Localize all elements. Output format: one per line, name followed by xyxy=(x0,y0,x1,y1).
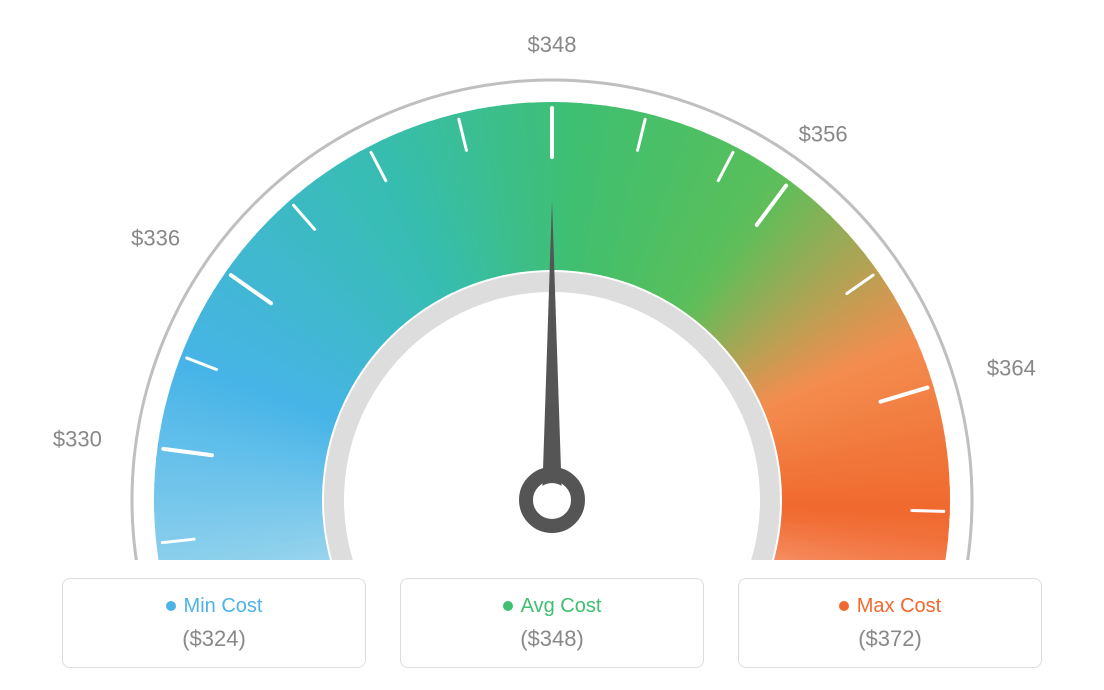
legend-title-min: Min Cost xyxy=(184,595,263,618)
legend-value-avg: ($348) xyxy=(520,626,584,652)
legend-value-max: ($372) xyxy=(858,626,922,652)
legend-dot-avg xyxy=(503,601,513,611)
gauge-tick-label: $348 xyxy=(528,32,577,57)
gauge-tick-label: $356 xyxy=(799,122,848,147)
gauge-tick-label: $364 xyxy=(987,356,1036,381)
legend-top-avg: Avg Cost xyxy=(503,595,602,618)
legend-title-avg: Avg Cost xyxy=(521,595,602,618)
legend-row: Min Cost ($324) Avg Cost ($348) Max Cost… xyxy=(0,578,1104,668)
legend-value-min: ($324) xyxy=(182,626,246,652)
legend-top-max: Max Cost xyxy=(839,595,941,618)
legend-card-avg: Avg Cost ($348) xyxy=(400,578,704,668)
gauge-svg: $324$330$336$348$356$364$372 xyxy=(0,0,1104,560)
legend-title-max: Max Cost xyxy=(857,595,941,618)
gauge-chart: $324$330$336$348$356$364$372 xyxy=(0,0,1104,560)
legend-dot-min xyxy=(166,601,176,611)
legend-top-min: Min Cost xyxy=(166,595,263,618)
gauge-tick-label: $330 xyxy=(53,427,102,452)
legend-card-min: Min Cost ($324) xyxy=(62,578,366,668)
legend-dot-max xyxy=(839,601,849,611)
legend-card-max: Max Cost ($372) xyxy=(738,578,1042,668)
gauge-tick-label: $336 xyxy=(131,225,180,250)
